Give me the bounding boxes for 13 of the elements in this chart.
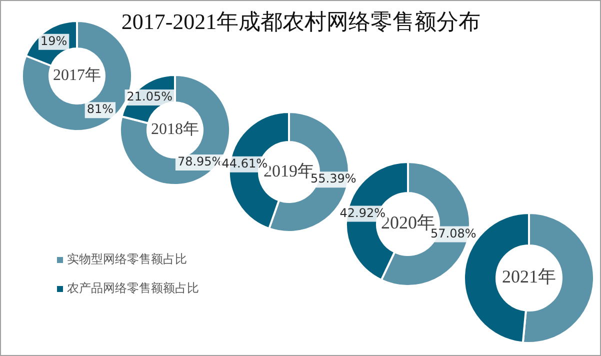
text: 2017-2021年成都农村网络零售额分布 [121, 9, 481, 34]
data-label: 21.05% [126, 90, 173, 104]
text: 2018年 [151, 121, 199, 138]
data-label: 19% [40, 34, 68, 48]
text: 2021年 [502, 266, 556, 287]
data-label: 78.95% [177, 154, 224, 169]
data-label: 55.39% [310, 172, 356, 186]
data-label: 81% [86, 102, 114, 116]
legend-label: 实物型网络零售额占比 [67, 251, 187, 268]
legend-label: 农产品网络零售额额占比 [67, 280, 199, 297]
data-label: 42.92% [340, 206, 386, 220]
data-label: 57.08% [430, 226, 476, 240]
text: 2017年 [53, 67, 101, 84]
